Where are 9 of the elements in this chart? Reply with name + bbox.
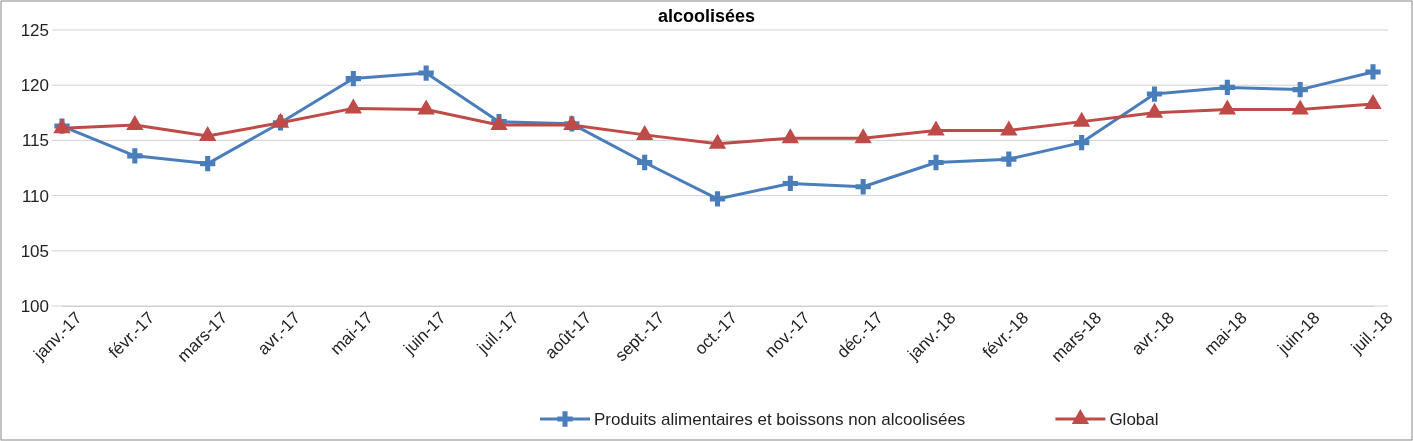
legend-label: Produits alimentaires et boissons non alcoolisées	[594, 410, 966, 429]
legend-label: Global	[1109, 410, 1159, 429]
chart-title: alcoolisées	[657, 6, 756, 26]
y-tick-label: 120	[20, 76, 49, 96]
y-tick-label: 110	[21, 186, 49, 206]
y-tick-label: 125	[20, 20, 49, 40]
y-tick-label: 100	[20, 296, 49, 316]
y-tick-label: 115	[21, 131, 49, 151]
y-tick-label: 105	[20, 241, 49, 261]
